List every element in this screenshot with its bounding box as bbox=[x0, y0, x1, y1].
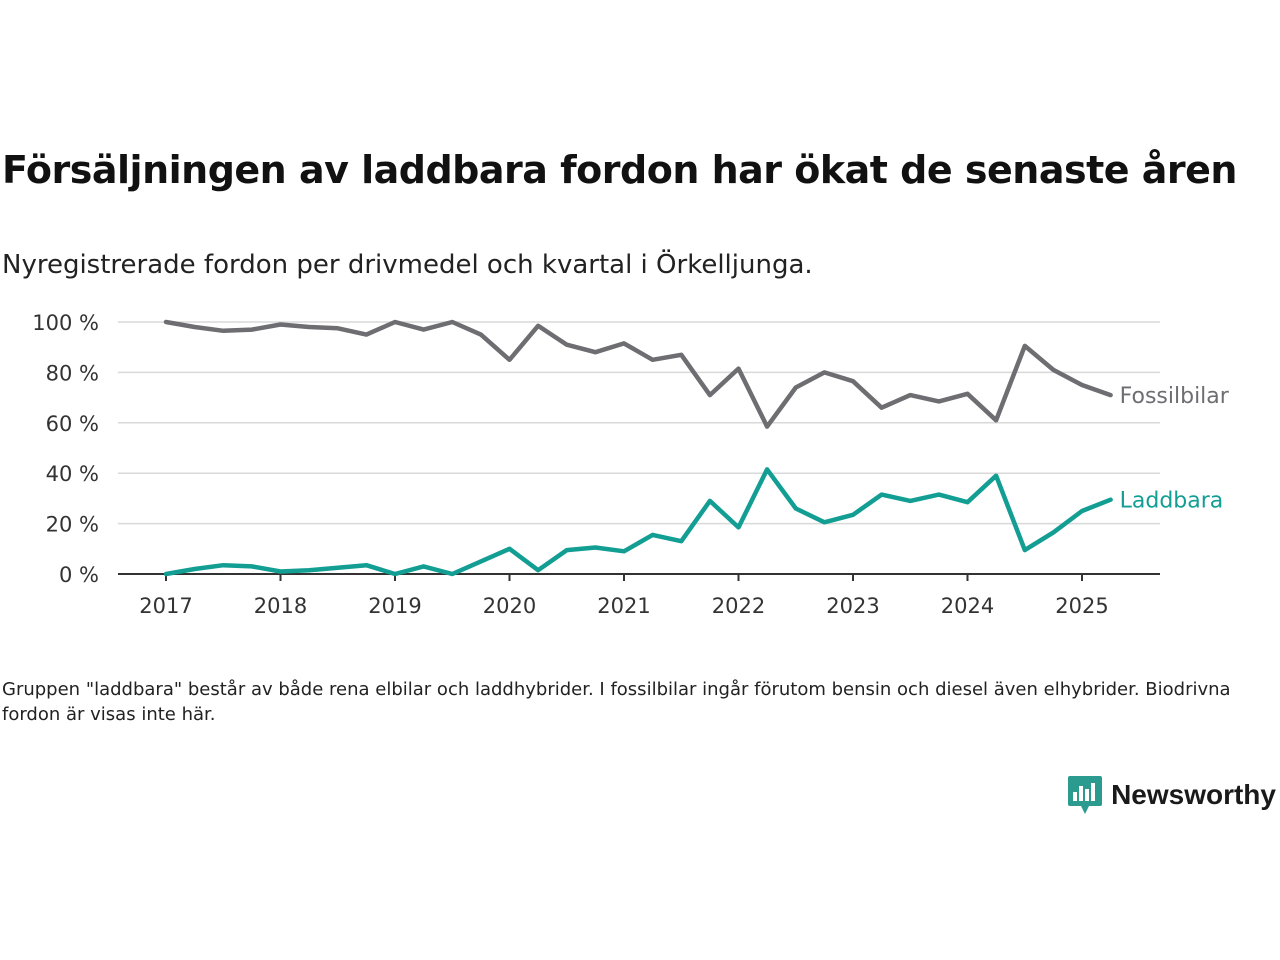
x-tick-label: 2018 bbox=[254, 594, 307, 618]
x-tick-label: 2019 bbox=[368, 594, 421, 618]
series-line-laddbara bbox=[163, 467, 1113, 577]
y-tick-label: 100 % bbox=[32, 311, 99, 335]
y-axis-ticks: 0 % 20 % 40 % 60 % 80 % 100 % bbox=[32, 311, 99, 587]
chart-title: Försäljningen av laddbara fordon har öka… bbox=[2, 148, 1237, 192]
x-tick-label: 2023 bbox=[826, 594, 879, 618]
gridlines bbox=[118, 321, 1160, 525]
footnote: Gruppen "laddbara" består av både rena e… bbox=[2, 679, 1231, 725]
x-tick-label: 2025 bbox=[1055, 594, 1108, 618]
newsworthy-icon bbox=[1068, 776, 1103, 814]
series-label-laddbara: Laddbara bbox=[1120, 489, 1224, 514]
x-tick-label: 2017 bbox=[139, 594, 192, 618]
y-tick-label: 40 % bbox=[46, 462, 99, 486]
series-label-fossilbilar: Fossilbilar bbox=[1120, 384, 1230, 409]
x-tick-label: 2021 bbox=[597, 594, 650, 618]
line-chart: 0 % 20 % 40 % 60 % 80 % 100 % 2017 2018 2019 202… bbox=[32, 311, 1230, 618]
brand-name: Newsworthy bbox=[1111, 779, 1276, 810]
newsworthy-logo[interactable]: Newsworthy bbox=[1067, 774, 1276, 816]
y-tick-label: 80 % bbox=[46, 361, 99, 385]
chart-subtitle: Nyregistrerade fordon per drivmedel och … bbox=[2, 250, 813, 280]
y-tick-label: 0 % bbox=[59, 563, 99, 587]
series-lines: Fossilbilar Laddbara bbox=[163, 319, 1230, 577]
x-axis: 2017 2018 2019 2020 2021 2022 2023 2024 2025 bbox=[118, 573, 1160, 618]
x-tick-label: 2020 bbox=[483, 594, 536, 618]
series-line-fossilbilar bbox=[163, 319, 1113, 429]
x-tick-label: 2024 bbox=[941, 594, 994, 618]
y-tick-label: 20 % bbox=[46, 513, 99, 537]
x-tick-label: 2022 bbox=[712, 594, 765, 618]
y-tick-label: 60 % bbox=[46, 412, 99, 436]
